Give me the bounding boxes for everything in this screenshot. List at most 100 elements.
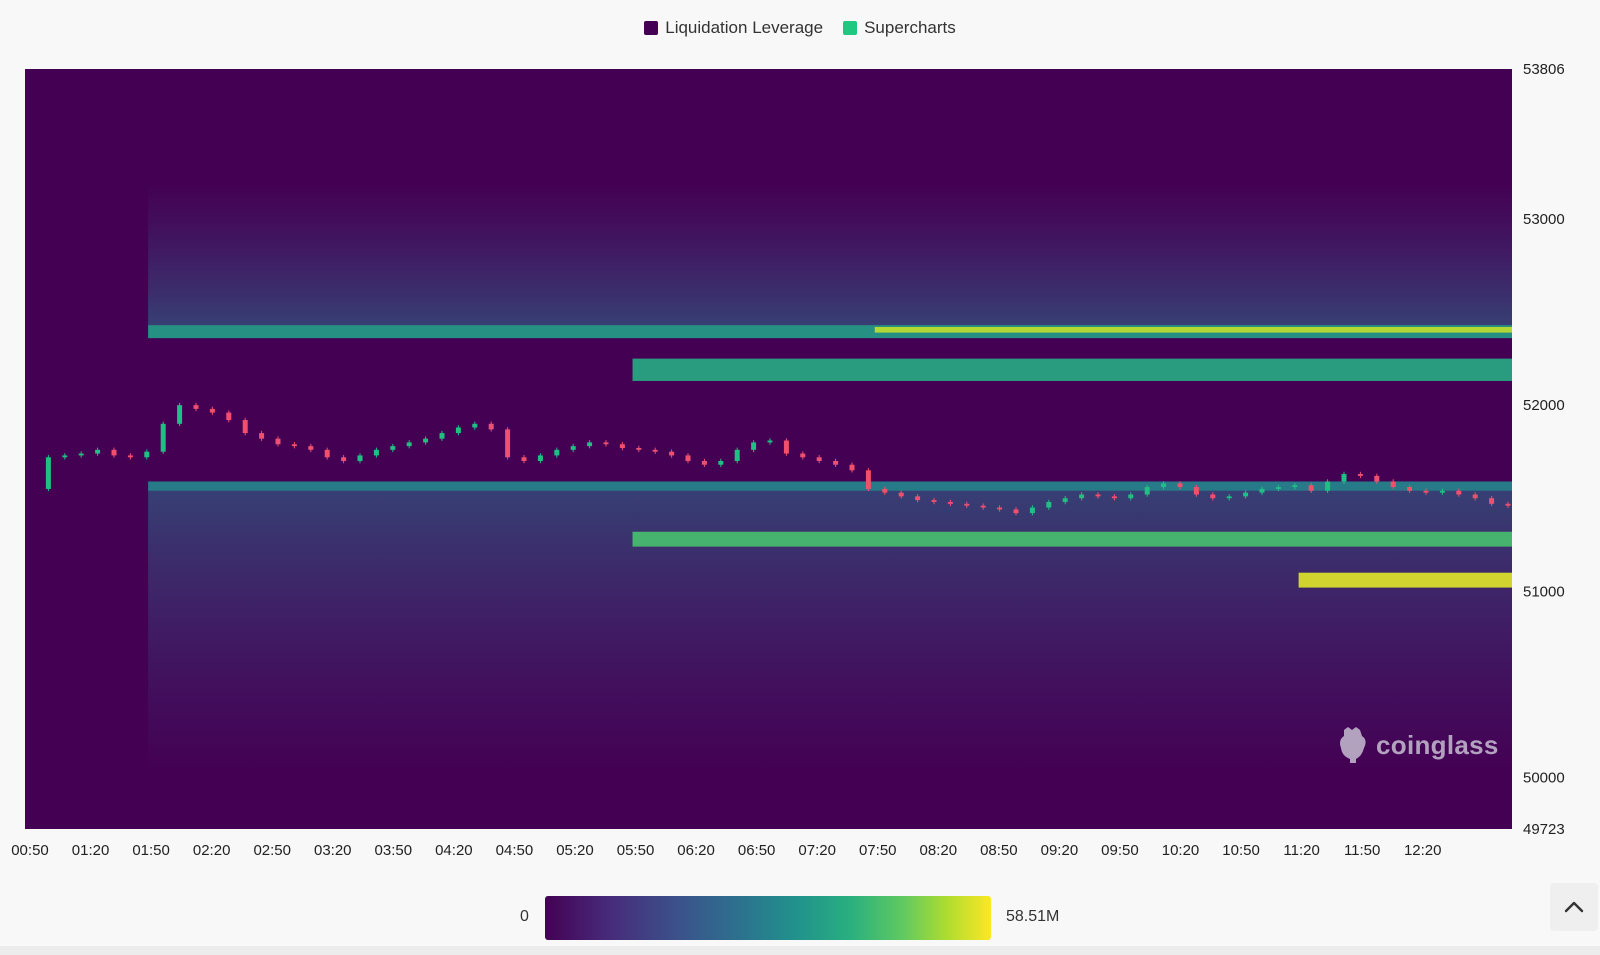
candle-body (193, 405, 199, 409)
candle-body (1259, 488, 1265, 493)
candle-body (160, 423, 166, 452)
x-tick-label: 02:50 (253, 842, 291, 859)
candle-body (1472, 494, 1478, 499)
candle-body (1079, 494, 1085, 499)
candle-body (177, 405, 183, 424)
x-tick-label: 06:20 (677, 842, 715, 859)
candle-body (587, 442, 593, 447)
candle-body (980, 505, 986, 508)
candle-body (537, 455, 543, 462)
watermark-text: coinglass (1376, 729, 1499, 760)
candle-body (1407, 487, 1413, 491)
upper-haze (148, 184, 1512, 326)
x-tick-label: 04:50 (496, 842, 534, 859)
candle-body (898, 492, 904, 497)
legend-label-supercharts: Supercharts (864, 18, 956, 37)
candle-body (1177, 483, 1183, 488)
legend-item-supercharts[interactable]: Supercharts (843, 18, 956, 38)
candle-body (455, 427, 461, 434)
candle-body (734, 449, 740, 462)
legend-label-liquidation-leverage: Liquidation Leverage (665, 18, 824, 37)
candle-body (1275, 487, 1281, 489)
x-tick-label: 04:20 (435, 842, 473, 859)
x-tick-label: 11:50 (1344, 842, 1380, 859)
candle-body (816, 457, 822, 462)
candle-body (488, 423, 494, 430)
y-tick-label: 49723 (1523, 821, 1565, 838)
candle-body (1013, 509, 1019, 514)
candle-body (964, 503, 970, 506)
candle-body (1292, 485, 1298, 488)
candle-body (1439, 490, 1445, 493)
candle-body (1374, 475, 1380, 482)
candle-body (1325, 481, 1331, 491)
candle-body (373, 449, 379, 456)
x-tick-label: 08:20 (920, 842, 958, 859)
candle-body (45, 457, 51, 489)
candle-body (865, 470, 871, 489)
color-scale-max-label: 58.51M (1006, 908, 1060, 925)
candle-body (144, 451, 150, 458)
candle-body (439, 433, 445, 439)
candle-body (1144, 487, 1150, 495)
liquidation-band-3 (148, 481, 1512, 491)
y-tick-label: 53806 (1523, 61, 1565, 78)
candle-body (767, 440, 773, 443)
candle-body (111, 449, 117, 456)
scroll-to-top-button[interactable] (1550, 883, 1598, 931)
x-tick-label: 10:50 (1222, 842, 1260, 859)
y-tick-label: 51000 (1523, 583, 1565, 600)
candle-body (652, 449, 658, 452)
x-tick-label: 03:20 (314, 842, 352, 859)
x-axis: 00:50 01:20 01:50 02:20 02:50 03:20 03:50 04:20… (11, 842, 1441, 859)
candle-body (1505, 503, 1511, 506)
color-scale: 0 58.51M (0, 896, 1600, 940)
y-axis: 53806 53000 52000 51000 50000 49723 (1523, 61, 1565, 838)
candle-body (1456, 490, 1462, 495)
candle-body (62, 455, 68, 458)
x-tick-label: 02:20 (193, 842, 231, 859)
x-tick-label: 07:50 (859, 842, 897, 859)
candle-body (751, 442, 757, 450)
liquidation-band-5 (1298, 572, 1512, 588)
candle-body (1390, 481, 1396, 488)
liquidation-band-2 (632, 358, 1512, 381)
candle-body (1226, 496, 1232, 499)
candle-body (603, 442, 609, 445)
candle-body (390, 446, 396, 450)
candle-body (1193, 487, 1199, 495)
liquidation-heatmap-chart[interactable]: 53806 53000 52000 51000 50000 49723 00:50 01:2… (0, 0, 1600, 880)
candle-body (1111, 496, 1117, 499)
y-tick-label: 52000 (1523, 397, 1565, 414)
candle-body (1308, 485, 1314, 491)
candle-body (1489, 498, 1495, 504)
candle-body (472, 423, 478, 428)
candle-body (423, 438, 429, 443)
x-tick-label: 10:20 (1162, 842, 1200, 859)
candle-body (570, 446, 576, 450)
candle-body (947, 501, 953, 504)
candle-body (1046, 501, 1052, 508)
candle-body (783, 440, 789, 454)
candle-body (997, 507, 1003, 510)
candle-body (406, 442, 412, 447)
candle-body (209, 408, 215, 413)
color-scale-bar[interactable] (545, 896, 991, 940)
candle-body (275, 438, 281, 445)
candle-body (1095, 494, 1101, 497)
x-tick-label: 08:50 (980, 842, 1018, 859)
candle-body (505, 429, 511, 458)
x-tick-label: 05:50 (617, 842, 655, 859)
x-tick-label: 00:50 (11, 842, 49, 859)
candle-body (357, 455, 363, 462)
x-tick-label: 01:20 (72, 842, 110, 859)
candle-body (1357, 474, 1363, 476)
liquidation-band-4 (632, 531, 1512, 547)
coinglass-logo-icon (1340, 727, 1366, 763)
legend-item-liquidation-leverage[interactable]: Liquidation Leverage (644, 18, 823, 38)
legend-swatch-supercharts (843, 21, 858, 35)
coinglass-watermark: coinglass (1336, 726, 1499, 764)
y-tick-label: 50000 (1523, 769, 1565, 786)
candle-body (619, 444, 625, 448)
plot-background (25, 69, 1512, 829)
